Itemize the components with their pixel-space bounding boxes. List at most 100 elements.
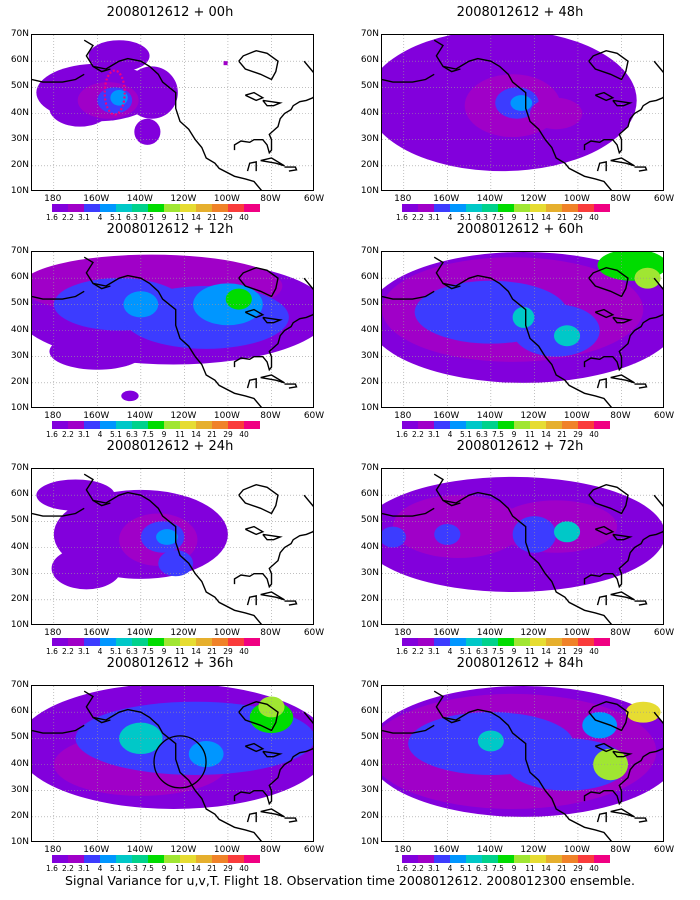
colorbar-swatch bbox=[514, 421, 530, 429]
colorbar-swatch bbox=[100, 855, 116, 863]
colorbar-swatch bbox=[68, 638, 84, 646]
lat-tick-label: 20N bbox=[360, 593, 379, 604]
variance-contour bbox=[88, 40, 150, 72]
variance-contour bbox=[553, 521, 581, 543]
colorbar-swatch bbox=[196, 204, 212, 212]
coastline bbox=[246, 378, 257, 389]
colorbar-label: 3.1 bbox=[428, 864, 440, 873]
variance-contour bbox=[156, 529, 178, 545]
coastline bbox=[634, 817, 648, 823]
colorbar-swatch bbox=[386, 855, 402, 863]
colorbar-label: 29 bbox=[573, 864, 583, 873]
colorbar-label: 1.6 bbox=[46, 213, 58, 222]
lon-tick-label: 160W bbox=[433, 845, 460, 855]
lat-tick-label: 10N bbox=[10, 837, 29, 847]
colorbar-label: 40 bbox=[239, 430, 249, 439]
coastline bbox=[588, 49, 629, 81]
colorbar-swatch bbox=[418, 638, 434, 646]
variance-map bbox=[382, 252, 663, 407]
lon-tick-label: 180 bbox=[394, 194, 412, 204]
lat-tick-label: 40N bbox=[10, 541, 29, 552]
lat-tick-label: 20N bbox=[10, 376, 29, 387]
colorbar-swatch bbox=[228, 638, 244, 646]
colorbar-label: 2.2 bbox=[412, 430, 424, 439]
colorbar-swatch bbox=[164, 638, 180, 646]
coastline bbox=[32, 724, 85, 734]
colorbar-swatch bbox=[244, 638, 260, 646]
colorbar-label: 7.5 bbox=[142, 864, 154, 873]
lon-tick-label: 120W bbox=[520, 845, 547, 855]
variance-map bbox=[382, 469, 663, 624]
map-frame bbox=[31, 251, 314, 408]
colorbar-label: 7.5 bbox=[142, 430, 154, 439]
colorbar-swatch bbox=[418, 855, 434, 863]
colorbar-label: 5.1 bbox=[460, 213, 472, 222]
coastline bbox=[260, 591, 285, 601]
variance-map bbox=[382, 686, 663, 841]
lon-tick-label: 180 bbox=[394, 411, 412, 421]
lon-tick-label: 180 bbox=[44, 411, 62, 421]
flight-track-oval bbox=[103, 69, 126, 116]
colorbar-swatch bbox=[530, 638, 546, 646]
colorbar-swatch bbox=[402, 638, 418, 646]
lat-tick-label: 50N bbox=[10, 298, 29, 309]
lon-tick-label: 140W bbox=[126, 628, 153, 638]
lon-tick-label: 100W bbox=[213, 194, 240, 204]
coastline bbox=[442, 716, 461, 724]
coastline bbox=[594, 742, 615, 753]
coastline bbox=[610, 157, 635, 167]
panel-title: 2008012612 + 48h bbox=[456, 5, 584, 20]
map-frame bbox=[381, 34, 664, 191]
lat-tick-label: 70N bbox=[10, 463, 29, 473]
figure-caption: Signal Variance for u,v,T. Flight 18. Ob… bbox=[65, 873, 635, 888]
lon-tick-label: 140W bbox=[126, 411, 153, 421]
colorbar bbox=[386, 638, 610, 646]
colorbar-label: 11 bbox=[175, 430, 185, 439]
colorbar-swatch bbox=[148, 638, 164, 646]
colorbar-swatch bbox=[466, 638, 482, 646]
lon-tick-label: 180 bbox=[44, 194, 62, 204]
lat-tick-label: 70N bbox=[10, 680, 29, 690]
colorbar-label: 6.3 bbox=[476, 213, 488, 222]
colorbar-label: 11 bbox=[525, 430, 535, 439]
colorbar-label: 11 bbox=[525, 864, 535, 873]
coastline bbox=[596, 812, 607, 823]
lat-tick-label: 40N bbox=[10, 324, 29, 335]
colorbar-label: 29 bbox=[223, 430, 233, 439]
colorbar-swatch bbox=[546, 421, 562, 429]
colorbar-swatch bbox=[418, 204, 434, 212]
lat-tick-label: 60N bbox=[10, 272, 29, 283]
coastline bbox=[83, 690, 263, 841]
lon-tick-label: 160W bbox=[83, 194, 110, 204]
colorbar-label: 2.2 bbox=[62, 430, 74, 439]
colorbar-label: 3.1 bbox=[428, 213, 440, 222]
colorbar-swatch bbox=[100, 204, 116, 212]
coastline bbox=[653, 494, 663, 507]
variance-contour bbox=[634, 267, 661, 289]
colorbar-label: 2.2 bbox=[412, 864, 424, 873]
colorbar-label: 3.1 bbox=[78, 647, 90, 656]
variance-contour bbox=[225, 288, 252, 310]
coastline bbox=[583, 96, 663, 155]
coastline bbox=[303, 711, 313, 724]
colorbar-swatch bbox=[100, 421, 116, 429]
colorbar bbox=[36, 204, 260, 212]
colorbar-swatch bbox=[514, 638, 530, 646]
colorbar-label: 2.2 bbox=[62, 864, 74, 873]
lon-tick-label: 180 bbox=[44, 628, 62, 638]
colorbar-label: 1.6 bbox=[396, 213, 408, 222]
colorbar-swatch bbox=[482, 638, 498, 646]
lat-tick-label: 30N bbox=[360, 133, 379, 144]
map-panel: 2008012612 + 24h 70N 60N 50N 40N 30N 20N 10N 180… bbox=[0, 439, 340, 656]
colorbar-label: 7.5 bbox=[492, 647, 504, 656]
colorbar-swatch bbox=[132, 204, 148, 212]
colorbar-swatch bbox=[84, 855, 100, 863]
lon-tick-label: 100W bbox=[563, 845, 590, 855]
colorbar-swatch bbox=[562, 638, 578, 646]
colorbar bbox=[386, 855, 610, 863]
coastline bbox=[92, 282, 111, 290]
colorbar-swatch bbox=[36, 421, 52, 429]
coastline bbox=[303, 277, 313, 290]
coastline bbox=[610, 591, 635, 601]
coastline bbox=[238, 49, 279, 81]
